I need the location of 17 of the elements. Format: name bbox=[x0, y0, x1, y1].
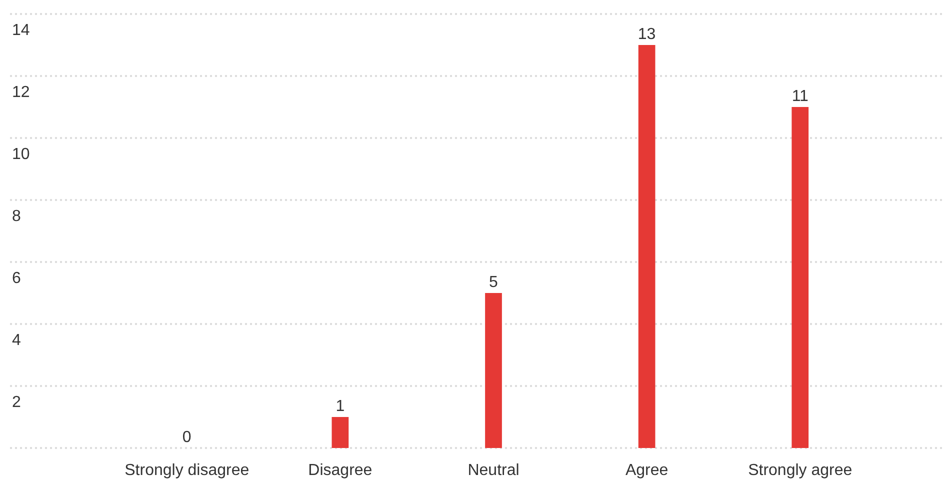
x-tick-label: Strongly agree bbox=[748, 462, 852, 479]
x-tick-label: Neutral bbox=[468, 462, 520, 479]
x-tick-label: Agree bbox=[625, 462, 668, 479]
data-label: 13 bbox=[638, 26, 656, 43]
data-label: 0 bbox=[182, 429, 192, 446]
data-label: 5 bbox=[489, 274, 498, 291]
y-tick-label: 4 bbox=[12, 332, 21, 349]
x-tick-label: Disagree bbox=[308, 462, 372, 479]
y-tick-label: 14 bbox=[12, 22, 30, 39]
data-label: 1 bbox=[336, 398, 345, 415]
data-label: 11 bbox=[792, 88, 809, 105]
y-tick-label: 8 bbox=[12, 208, 21, 225]
y-tick-label: 12 bbox=[12, 84, 30, 101]
y-tick-label: 6 bbox=[12, 270, 21, 287]
x-tick-label: Strongly disagree bbox=[124, 462, 250, 479]
y-tick-label: 10 bbox=[12, 146, 30, 163]
y-tick-label: 2 bbox=[12, 394, 21, 411]
